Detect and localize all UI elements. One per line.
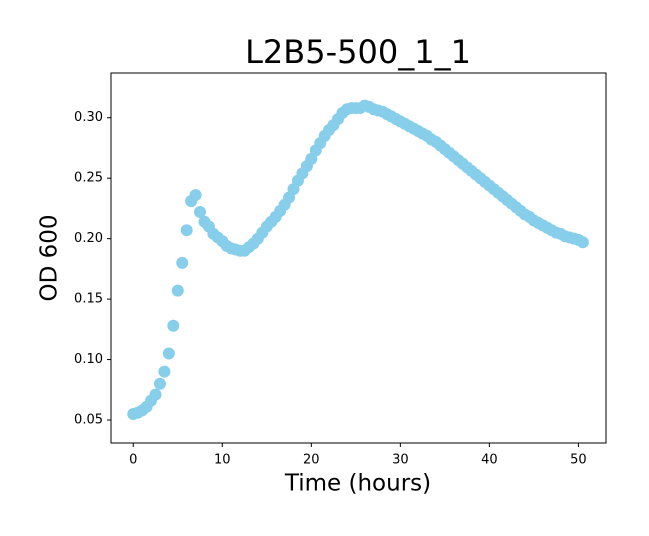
point: [167, 319, 180, 332]
point: [180, 224, 193, 237]
x-tick-label: 50: [570, 453, 587, 468]
point: [158, 365, 171, 378]
point: [171, 284, 184, 297]
y-tick-label: 0.20: [74, 231, 103, 246]
point: [194, 206, 207, 219]
point: [149, 388, 162, 401]
y-tick-label: 0.10: [74, 352, 103, 367]
point: [189, 189, 202, 202]
y-tick-label: 0.15: [74, 292, 103, 307]
x-axis-label: Time (hours): [284, 471, 431, 497]
x-tick-label: 0: [129, 453, 137, 468]
x-tick-label: 10: [214, 453, 231, 468]
point: [153, 377, 166, 390]
point: [162, 347, 175, 360]
x-tick-label: 30: [392, 453, 409, 468]
point: [576, 236, 589, 249]
chart-title: L2B5-500_1_1: [245, 33, 471, 71]
y-axis-label: OD 600: [37, 214, 63, 301]
x-tick-label: 40: [481, 453, 498, 468]
point: [176, 256, 189, 269]
y-tick-label: 0.05: [74, 413, 103, 428]
plot-frame: [110, 72, 607, 444]
y-tick-label: 0.25: [74, 171, 103, 186]
x-tick-label: 20: [303, 453, 320, 468]
y-tick-label: 0.30: [74, 110, 103, 125]
